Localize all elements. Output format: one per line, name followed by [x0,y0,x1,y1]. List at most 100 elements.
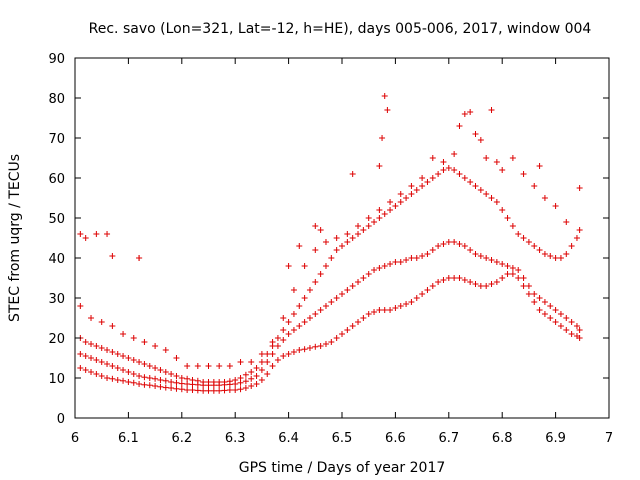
data-point [472,251,479,257]
data-point [109,323,116,329]
data-point [296,347,303,353]
data-point [520,283,527,289]
y-tick-label: 90 [48,52,65,67]
data-point [520,171,527,177]
data-point [120,353,127,359]
data-point [440,167,447,173]
data-point [525,283,532,289]
data-point [194,363,201,369]
data-point [93,343,100,349]
data-point [290,311,297,317]
data-point [365,215,372,221]
data-point [424,179,431,185]
data-point [408,255,415,261]
data-point [322,263,329,269]
data-point [120,331,127,337]
data-point [376,307,383,313]
data-point [349,171,356,177]
data-point [403,257,410,263]
data-point [360,275,367,281]
y-tick-label: 50 [48,212,65,227]
data-point [376,163,383,169]
data-point [403,195,410,201]
data-point [499,261,506,267]
data-point [162,384,169,391]
data-point [381,211,388,217]
x-tick-label: 6.5 [332,431,353,446]
data-point [445,165,452,171]
data-point [552,255,559,261]
data-point [520,235,527,241]
data-point [280,353,287,359]
data-point [248,359,255,365]
y-axis-label: STEC from uqrg / TECUs [7,154,23,322]
data-point [339,243,345,249]
data-point [509,155,516,161]
data-point [328,339,335,345]
y-tick-label: 10 [48,372,65,387]
data-point [328,299,335,305]
data-point [456,123,463,129]
data-point [82,339,89,345]
data-point [419,175,426,181]
data-point [248,369,255,375]
data-point [232,387,239,393]
data-point [552,307,559,313]
data-point [317,271,324,277]
data-point [258,377,265,383]
data-point [317,227,324,233]
data-point [360,227,367,233]
data-point [333,247,340,253]
data-point [339,331,345,337]
data-point [322,341,329,347]
data-point [322,239,329,245]
data-point [576,185,583,191]
data-point [408,183,415,189]
data-point [173,385,180,392]
data-point [381,307,388,313]
data-point [258,359,265,365]
data-point [461,243,468,249]
data-point [531,183,538,189]
data-point [258,351,265,357]
data-point [88,369,95,375]
data-point [333,335,340,341]
x-tick-label: 7 [605,431,613,446]
data-point [376,207,383,213]
data-point [573,235,580,241]
data-point [349,235,356,241]
data-point [563,327,570,333]
data-point [397,191,404,197]
data-point [237,375,244,381]
data-point [504,271,511,277]
data-point [184,381,191,387]
data-point [435,171,442,177]
data-point [285,331,292,337]
data-point [290,327,297,333]
data-point [98,345,105,351]
data-point [456,275,463,281]
x-tick-label: 6 [71,431,79,446]
data-point [525,291,532,297]
data-point [210,387,217,394]
data-point [237,386,244,393]
data-point [552,319,559,325]
data-point [408,299,415,305]
data-point [120,377,127,384]
data-point [93,371,100,377]
data-point [451,239,458,245]
data-point [93,231,100,237]
data-point [269,339,276,345]
data-point [461,277,468,283]
data-point [472,131,479,137]
data-point [221,379,228,385]
data-point [146,382,153,389]
data-point [104,347,111,353]
data-point [168,385,175,391]
x-tick-label: 6.2 [171,431,192,446]
data-point [136,359,143,365]
data-point [568,243,575,249]
x-tick-label: 6.8 [492,431,513,446]
data-point [162,377,169,384]
data-point [157,383,164,390]
